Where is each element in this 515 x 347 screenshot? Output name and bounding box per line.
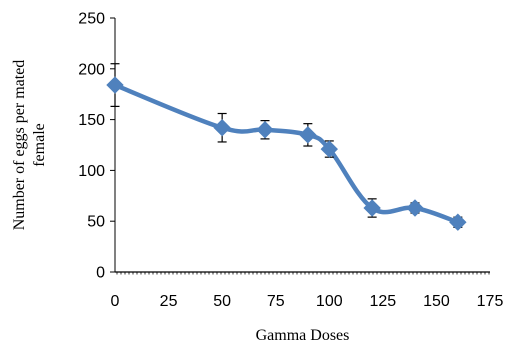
- chart-axes: [114, 18, 490, 275]
- y-axis-title: Number of eggs per mated female: [11, 60, 48, 231]
- y-tick-label: 0: [96, 265, 105, 282]
- y-axis-ticks: 0 50 100 150 200 250: [78, 11, 115, 282]
- x-tick-label: 150: [423, 293, 450, 310]
- x-tick-label: 0: [111, 293, 120, 310]
- data-point-marker: [320, 140, 338, 158]
- series-line: [112, 82, 461, 225]
- y-axis-title-line-1: Number of eggs per mated: [11, 60, 28, 231]
- series-group: [106, 63, 467, 231]
- x-tick-label: 175: [477, 293, 504, 310]
- data-point-marker: [256, 121, 274, 139]
- x-tick-label: 100: [316, 293, 343, 310]
- data-point-marker: [406, 199, 424, 217]
- y-tick-label: 200: [78, 61, 105, 78]
- y-tick-label: 250: [78, 11, 105, 28]
- y-tick-label: 100: [78, 163, 105, 180]
- x-axis-title: Gamma Doses: [256, 327, 350, 344]
- x-tick-label: 50: [213, 293, 231, 310]
- data-point-marker: [106, 76, 124, 94]
- x-axis-ticks: 0 25 50 75 100 125 150 175: [111, 293, 504, 310]
- x-tick-label: 25: [160, 293, 178, 310]
- data-point-marker: [449, 213, 467, 231]
- x-tick-label: 75: [267, 293, 285, 310]
- x-tick-label: 125: [370, 293, 397, 310]
- data-point-marker: [299, 126, 317, 144]
- y-tick-label: 150: [78, 112, 105, 129]
- y-tick-label: 50: [87, 214, 105, 231]
- y-axis-title-line-2: female: [31, 123, 48, 167]
- data-point-marker: [213, 119, 231, 137]
- data-point-marker: [363, 199, 381, 217]
